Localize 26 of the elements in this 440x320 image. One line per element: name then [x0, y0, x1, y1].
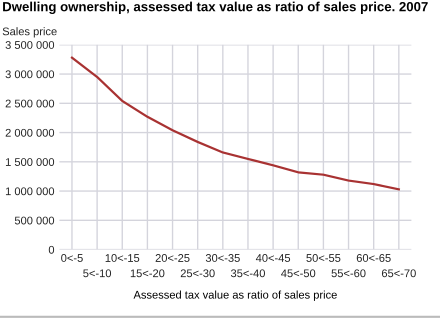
x-tick-label: 45<-50 — [281, 269, 316, 278]
x-tick-label: 30<-35 — [206, 254, 240, 262]
x-tick-label: 55<-60 — [332, 269, 366, 278]
y-tick-label: 2 000 000 — [6, 128, 54, 137]
y-tick-label: 3 000 000 — [6, 70, 54, 78]
x-axis-title: Assessed tax value as ratio of sales price — [134, 290, 337, 301]
x-tick-label: 5<-10 — [83, 269, 112, 278]
x-tick-label: 40<-45 — [256, 254, 290, 262]
y-tick-label: 500 000 — [14, 216, 54, 224]
y-axis-title: Sales price — [2, 27, 57, 38]
x-tick-label: 25<-30 — [180, 269, 215, 278]
x-tick-label: 50<-55 — [306, 254, 340, 262]
x-tick-label: 10<-15 — [106, 254, 140, 262]
x-tick-label: 0<-5 — [61, 254, 83, 262]
y-tick-label: 1 000 000 — [6, 187, 54, 196]
x-tick-label: 65<-70 — [382, 269, 416, 278]
x-tick-label: 15<-20 — [130, 269, 164, 278]
y-tick-label: 2 500 000 — [6, 100, 54, 108]
y-tick-label: 0 — [48, 246, 54, 254]
x-tick-label: 60<-65 — [356, 254, 391, 262]
x-tick-label: 35<-40 — [230, 269, 265, 278]
y-tick-label: 1 500 000 — [6, 158, 54, 166]
chart-title: Dwelling ownership, assessed tax value as ratio of sales price. 2007 — [3, 2, 428, 14]
line-series — [70, 56, 400, 190]
x-tick-label: 20<-25 — [156, 254, 190, 262]
y-tick-label: 3 500 000 — [6, 41, 54, 49]
